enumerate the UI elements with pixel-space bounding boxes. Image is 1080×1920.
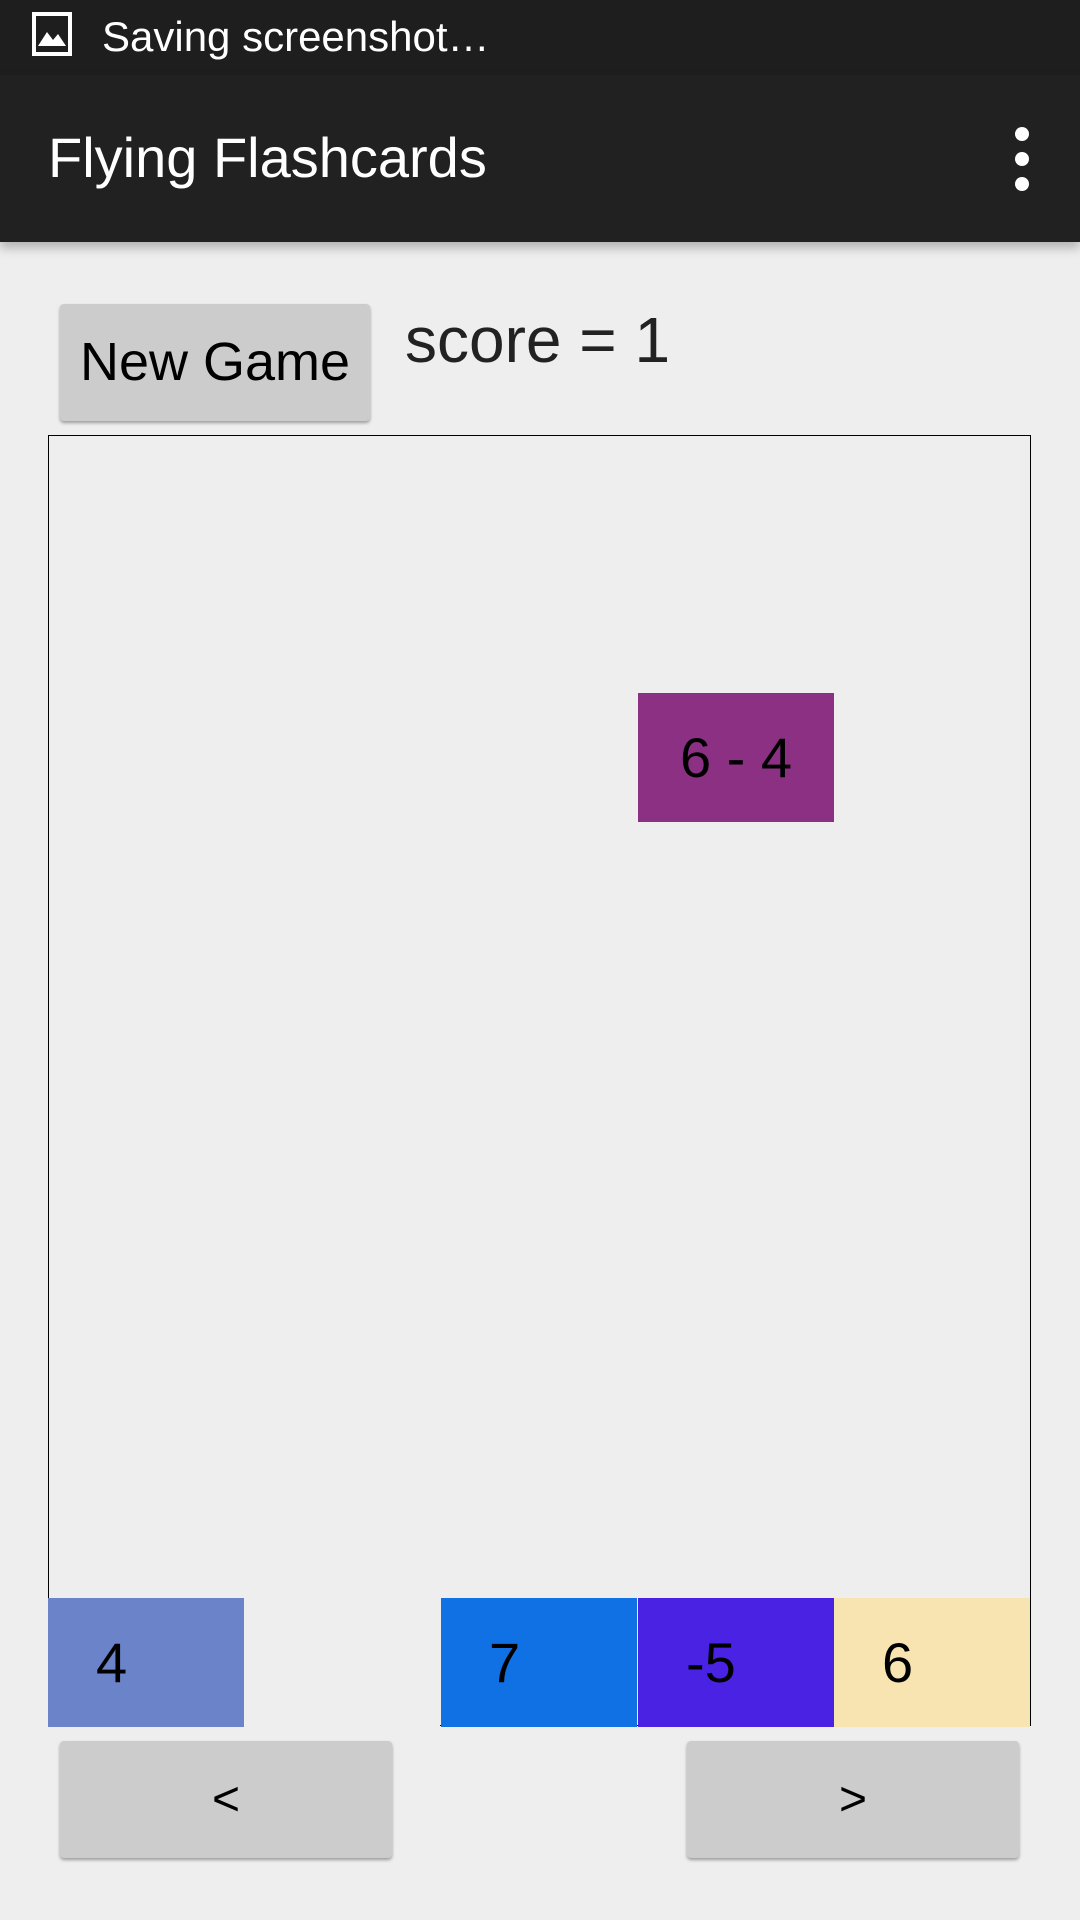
answer-card-text: 7 xyxy=(489,1631,521,1694)
previous-button[interactable]: < xyxy=(60,1741,392,1858)
game-board: 6 - 4 4 7 -5 6 xyxy=(48,435,1031,1727)
status-notification-text: Saving screenshot… xyxy=(102,13,490,60)
answer-card-1[interactable]: 4 xyxy=(48,1598,244,1727)
new-game-button[interactable]: New Game xyxy=(60,304,370,421)
status-bar: Saving screenshot… xyxy=(0,0,1080,75)
overflow-menu-icon[interactable] xyxy=(1000,127,1044,191)
answer-card-text: 6 xyxy=(882,1631,914,1694)
next-button[interactable]: > xyxy=(687,1741,1019,1858)
app-title: Flying Flashcards xyxy=(48,126,487,189)
answer-card-3[interactable]: 7 xyxy=(441,1598,637,1727)
question-card-text: 6 - 4 xyxy=(679,726,793,789)
image-icon xyxy=(32,12,72,56)
answer-card-text: -5 xyxy=(686,1631,736,1694)
answer-card-5[interactable]: 6 xyxy=(834,1598,1030,1727)
question-card[interactable]: 6 - 4 xyxy=(638,693,834,822)
score-label: score = 1 xyxy=(405,304,671,376)
answer-card-empty xyxy=(244,1598,440,1727)
action-bar: Flying Flashcards xyxy=(0,75,1080,242)
answer-card-text: 4 xyxy=(96,1631,128,1694)
answer-card-4[interactable]: -5 xyxy=(638,1598,834,1727)
